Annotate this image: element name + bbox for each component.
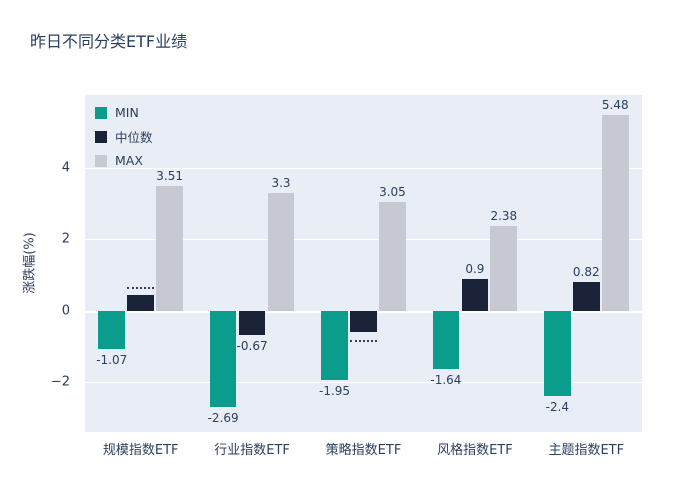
bar-label-masked bbox=[350, 340, 377, 343]
legend-label: MIN bbox=[115, 105, 139, 120]
bar-label: 0.9 bbox=[465, 261, 485, 276]
bar-MAX[interactable] bbox=[156, 185, 183, 311]
legend-item-MAX[interactable]: MAX bbox=[95, 153, 153, 168]
bar-MAX[interactable] bbox=[490, 225, 518, 311]
bar-label: 5.48 bbox=[601, 98, 629, 113]
bar-label: 0.82 bbox=[572, 264, 600, 279]
bar-label: -2.4 bbox=[545, 400, 570, 415]
bar-中位数[interactable] bbox=[127, 294, 155, 311]
y-tick-label: 4 bbox=[61, 160, 70, 176]
bar-MIN[interactable] bbox=[543, 310, 571, 397]
bar-label: 3.05 bbox=[379, 184, 406, 199]
bar-label: 2.38 bbox=[490, 208, 518, 223]
bar-MIN[interactable] bbox=[98, 310, 126, 349]
bar-MAX[interactable] bbox=[379, 201, 406, 311]
x-tick-label: 规模指数ETF bbox=[102, 443, 179, 458]
legend-swatch-icon bbox=[95, 154, 107, 167]
legend-label: 中位数 bbox=[115, 130, 153, 145]
legend-item-MIN[interactable]: MIN bbox=[95, 105, 153, 120]
bar-label: -1.95 bbox=[319, 384, 351, 399]
bar-MAX[interactable] bbox=[267, 193, 295, 311]
bar-label: 3.3 bbox=[271, 176, 291, 191]
bar-中位数[interactable] bbox=[461, 278, 489, 311]
bar-MIN[interactable] bbox=[209, 310, 237, 407]
y-axis: −2 0 2 4 bbox=[0, 95, 78, 432]
bar-label: 3.51 bbox=[156, 168, 183, 183]
legend: MIN 中位数 MAX bbox=[95, 105, 153, 168]
bar-中位数[interactable] bbox=[238, 310, 266, 335]
legend-item-中位数[interactable]: 中位数 bbox=[95, 127, 153, 146]
y-tick-label: 2 bbox=[61, 231, 70, 247]
gridline bbox=[85, 239, 642, 241]
legend-swatch-icon bbox=[95, 106, 107, 119]
legend-label: MAX bbox=[115, 153, 143, 168]
bar-MAX[interactable] bbox=[601, 115, 629, 311]
bar-label: -1.64 bbox=[430, 373, 462, 388]
x-tick-label: 主题指数ETF bbox=[548, 443, 625, 458]
bar-group: -1.07 3.51 bbox=[85, 95, 196, 432]
bar-MIN[interactable] bbox=[321, 310, 348, 381]
bar-label: -0.67 bbox=[236, 338, 268, 353]
x-tick-label: 风格指数ETF bbox=[437, 443, 513, 458]
x-tick-label: 策略指数ETF bbox=[325, 443, 402, 458]
y-tick-label: 0 bbox=[61, 303, 70, 319]
bar-group: -2.4 0.82 5.48 bbox=[531, 95, 642, 432]
bar-group: -2.69 -0.67 3.3 bbox=[196, 95, 307, 432]
bar-中位数[interactable] bbox=[572, 281, 600, 311]
bar-label: -2.69 bbox=[207, 410, 239, 425]
y-tick-label: −2 bbox=[50, 374, 70, 390]
gridline bbox=[85, 382, 642, 384]
bar-中位数[interactable] bbox=[350, 310, 377, 333]
bar-group: -1.95 3.05 bbox=[308, 95, 419, 432]
legend-swatch-icon bbox=[95, 130, 107, 143]
bar-group: -1.64 0.9 2.38 bbox=[419, 95, 530, 432]
bar-MIN[interactable] bbox=[432, 310, 460, 370]
plot-area: 规模指数ETF -1.07 3.51 行业指数ETF -2.69 -0.67 3.3 策略指数… bbox=[85, 95, 642, 458]
bar-label: -1.07 bbox=[96, 352, 128, 367]
bar-label-masked bbox=[127, 286, 155, 289]
gridline bbox=[85, 168, 642, 170]
chart-title: 昨日不同分类ETF业绩 bbox=[30, 32, 188, 51]
x-tick-label: 行业指数ETF bbox=[214, 443, 290, 458]
